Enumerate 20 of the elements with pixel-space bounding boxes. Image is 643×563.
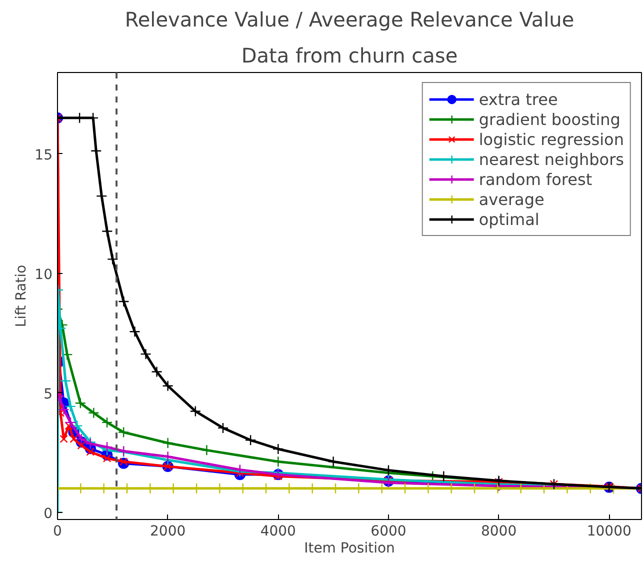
legend-label: optimal (478, 209, 540, 229)
y-tick-label: 15 (34, 147, 53, 164)
chart-subtitle: Data from churn case (241, 44, 458, 68)
y-axis-title: Lift Ratio (14, 264, 30, 328)
legend-label: nearest neighbors (478, 149, 624, 169)
legend-label: average (478, 189, 544, 209)
y-tick-label: 10 (34, 266, 53, 283)
x-axis-title: Item Position (304, 540, 395, 556)
x-tick-label: 4000 (260, 524, 296, 540)
legend-label: extra tree (478, 89, 558, 109)
legend-label: logistic regression (478, 129, 624, 149)
y-tick-label: 0 (44, 506, 53, 522)
legend-label: gradient boosting (478, 109, 620, 129)
legend-label: random forest (478, 169, 592, 189)
x-tick-label: 2000 (150, 524, 186, 540)
x-tick-label: 10000 (586, 524, 632, 540)
y-tick-label: 5 (44, 386, 53, 402)
x-tick-label: 6000 (370, 524, 406, 540)
chart-title: Relevance Value / Aveerage Relevance Value (124, 8, 574, 32)
x-tick-label: 8000 (480, 524, 517, 540)
